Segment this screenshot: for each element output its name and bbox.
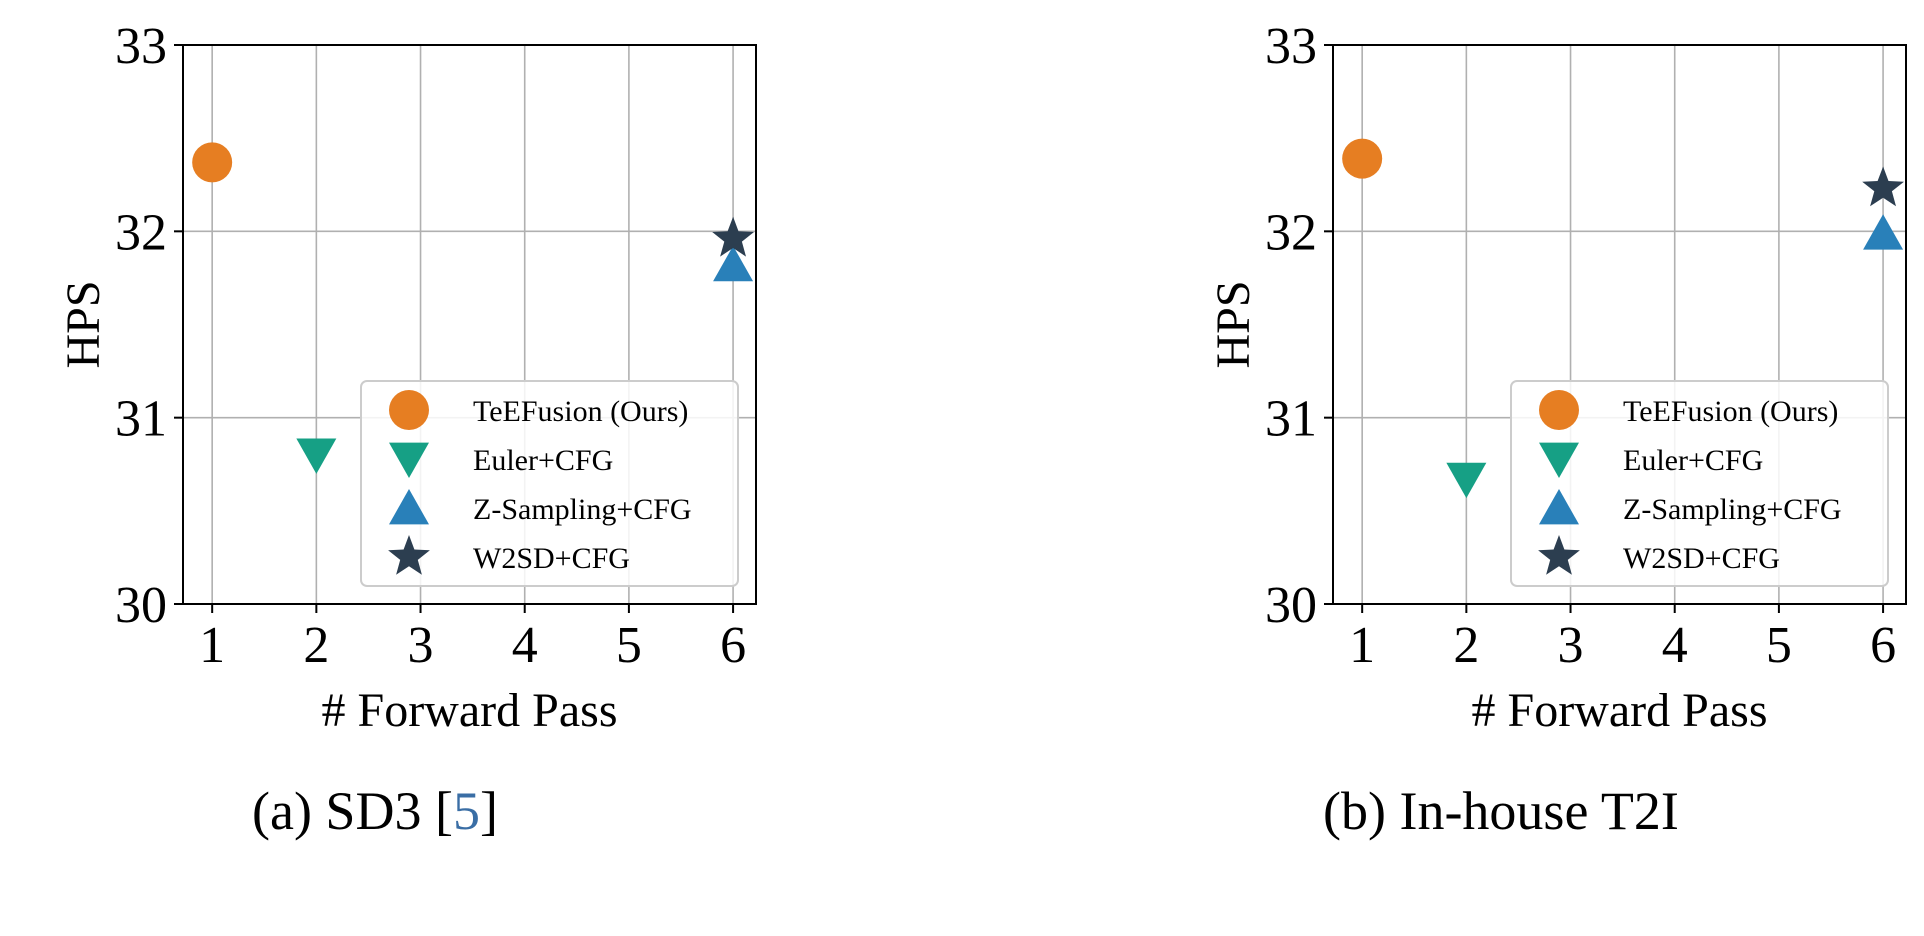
y-tick-label: 30 — [115, 577, 167, 634]
legend-label: TeEFusion (Ours) — [1623, 395, 1838, 428]
legend-box — [1510, 380, 1889, 587]
data-point-triangle-up — [1863, 214, 1904, 250]
y-axis-label: HPS — [57, 280, 110, 368]
x-tick-label: 1 — [1349, 617, 1375, 674]
x-tick-label: 5 — [1766, 617, 1792, 674]
caption-a: (a) SD3 [5] — [252, 780, 498, 842]
y-tick-label: 33 — [115, 18, 167, 75]
x-axis-label: # Forward Pass — [1472, 684, 1768, 737]
legend-marker-circle — [389, 390, 429, 430]
y-tick-label: 32 — [115, 204, 167, 261]
legend-label: W2SD+CFG — [1623, 542, 1780, 575]
axes-frame — [182, 44, 757, 605]
x-tick-label: 3 — [1558, 617, 1584, 674]
x-tick-label: 6 — [1870, 617, 1896, 674]
chart-panel-a: 1 2 3 4 5 6 30 31 32 33 # Forward Pass HPS TeEFusion… — [57, 18, 757, 737]
data-point-star — [712, 216, 754, 257]
data-point-triangle-up — [713, 245, 754, 282]
legend: TeEFusion (Ours) Euler+CFG Z-Sampling+CFG W… — [360, 380, 739, 587]
x-axis-label: # Forward Pass — [322, 684, 618, 737]
legend-marker-triangle-down — [1539, 442, 1579, 478]
legend-label: Z-Sampling+CFG — [1623, 493, 1842, 526]
chart-panel-b: 1 2 3 4 5 6 30 31 32 33 # Forward Pass HPS TeEFusion… — [1207, 18, 1907, 737]
y-tick-label: 33 — [1265, 18, 1317, 75]
caption-b-prefix: (b) In-house T2I — [1323, 781, 1679, 841]
legend: TeEFusion (Ours) Euler+CFG Z-Sampling+CFG W… — [1510, 380, 1889, 587]
x-tick-label: 2 — [1453, 617, 1479, 674]
y-tick-label: 31 — [115, 391, 167, 448]
legend-label: TeEFusion (Ours) — [473, 395, 688, 428]
legend-label: W2SD+CFG — [473, 542, 630, 575]
caption-b: (b) In-house T2I — [1323, 780, 1679, 842]
y-tick-label: 32 — [1265, 204, 1317, 261]
data-point-triangle-down — [1446, 462, 1487, 499]
legend-marker-star — [388, 535, 430, 575]
x-tick-label: 3 — [408, 617, 434, 674]
x-tick-label: 4 — [512, 617, 538, 674]
legend-label: Z-Sampling+CFG — [473, 493, 692, 526]
data-point-circle — [192, 142, 233, 183]
caption-a-citation-link[interactable]: 5 — [452, 781, 480, 841]
y-axis-label: HPS — [1207, 280, 1260, 368]
legend-marker-triangle-down — [389, 442, 429, 478]
legend-label: Euler+CFG — [1623, 444, 1763, 477]
legend-marker-star — [1538, 535, 1580, 575]
y-tick-label: 31 — [1265, 391, 1317, 448]
legend-marker-triangle-up — [389, 489, 429, 525]
x-tick-label: 5 — [616, 617, 642, 674]
x-tick-label: 2 — [303, 617, 329, 674]
caption-a-suffix: ] — [479, 781, 498, 841]
x-tick-label: 4 — [1662, 617, 1688, 674]
legend-box — [360, 380, 739, 587]
x-tick-label: 6 — [720, 617, 746, 674]
data-point-star — [1862, 166, 1904, 207]
axes-frame — [1332, 44, 1907, 605]
data-point-circle — [1342, 138, 1383, 179]
y-tick-label: 30 — [1265, 577, 1317, 634]
legend-marker-triangle-up — [1539, 489, 1579, 525]
legend-marker-circle — [1539, 390, 1579, 430]
x-tick-label: 1 — [199, 617, 225, 674]
caption-a-prefix: (a) SD3 [ — [252, 781, 453, 841]
legend-label: Euler+CFG — [473, 444, 613, 477]
data-point-triangle-down — [296, 438, 337, 474]
